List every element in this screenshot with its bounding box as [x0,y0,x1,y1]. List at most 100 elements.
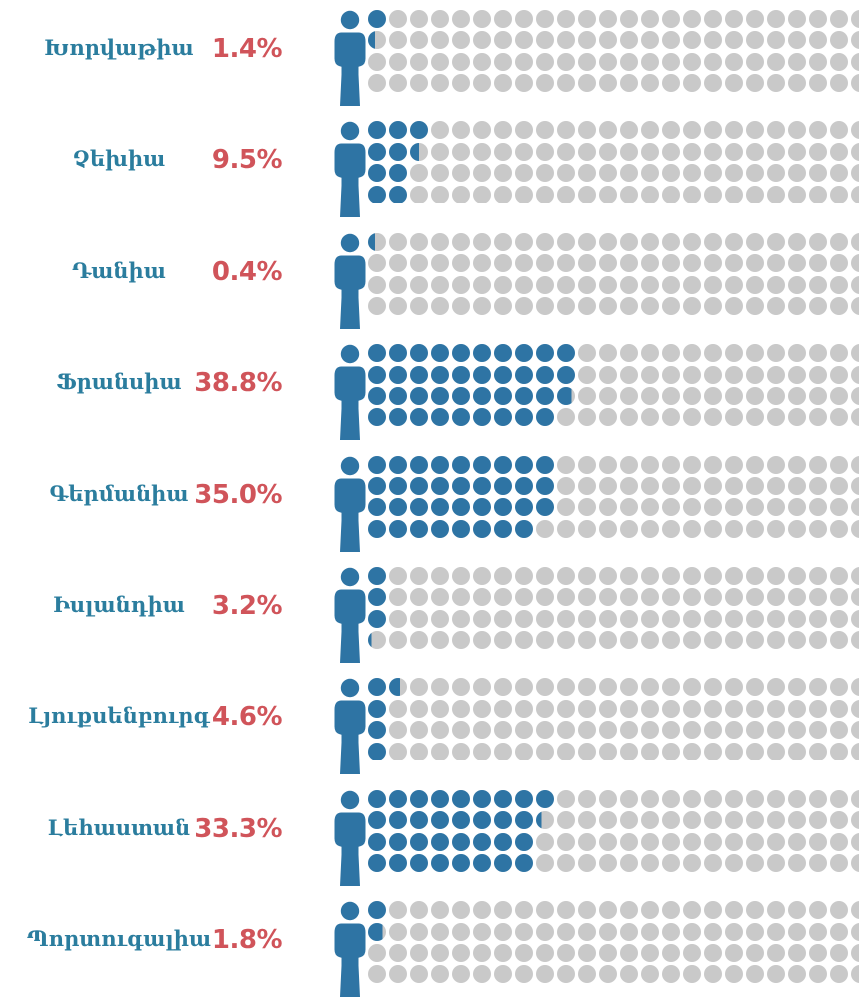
dot-empty [725,185,743,204]
dot-empty [494,965,512,984]
dot-grid-row [368,721,859,740]
dot-empty [788,254,806,273]
dot-empty [578,789,596,808]
dot-empty [746,275,764,294]
dot-empty [515,31,533,50]
dot-empty [830,74,848,92]
dot-empty [515,10,533,28]
dot-empty [641,922,659,941]
dot-empty [725,922,743,941]
dot-empty [746,232,764,251]
dot-empty [851,254,859,273]
dot-empty [746,588,764,607]
dot-empty [704,476,722,495]
dot-empty [494,232,512,251]
dot-empty [536,185,554,204]
dot-empty [389,922,407,941]
dot-grid [368,901,859,984]
dot-empty [599,567,617,585]
dot-empty [788,742,806,761]
dot-empty [410,742,428,761]
dot-empty [683,386,701,405]
dot-filled [452,811,470,830]
dot-empty [494,296,512,315]
dot-empty [662,742,680,761]
dot-filled [452,408,470,427]
dot-empty [809,275,827,294]
dot-filled [473,476,491,495]
dot-grid-row [368,455,859,474]
dot-empty [578,476,596,495]
dot-empty [704,789,722,808]
dot-empty [452,699,470,718]
dot-empty [704,344,722,363]
country-row: Պորտուգալիա 1.8% [0,901,859,1001]
dot-filled [389,365,407,384]
dot-empty [809,121,827,140]
dot-empty [494,699,512,718]
dot-empty [662,631,680,649]
dot-empty [830,185,848,204]
dot-empty [851,365,859,384]
dot-empty [788,10,806,28]
dot-empty [431,567,449,585]
dot-empty [704,943,722,962]
dot-filled [431,408,449,427]
dot-filled [389,164,407,183]
country-label: Ֆրանսիա [56,369,182,395]
dot-empty [536,121,554,140]
dot-empty [410,275,428,294]
dot-filled [494,832,512,851]
dot-empty [557,678,575,697]
dot-filled [473,344,491,363]
dot-empty [620,922,638,941]
dot-empty [725,519,743,538]
dot-empty [578,185,596,204]
dot-grid [368,678,859,761]
dot-empty [515,52,533,71]
dot-empty [410,10,428,28]
dot-empty [641,232,659,251]
dot-empty [746,142,764,161]
dot-filled [515,455,533,474]
dot-empty [620,901,638,920]
dot-empty [725,965,743,984]
dot-empty [452,296,470,315]
dot-empty [620,52,638,71]
dot-empty [851,10,859,28]
dot-empty [746,853,764,872]
country-row: Ֆրանսիա 38.8% [0,344,859,444]
dot-empty [410,254,428,273]
dot-filled [452,386,470,405]
dot-empty [830,789,848,808]
country-label: Լեհաստան [47,814,191,840]
dot-empty [809,789,827,808]
dot-empty [557,609,575,628]
dot-empty [620,853,638,872]
dot-filled [410,853,428,872]
dot-empty [683,678,701,697]
dot-grid-row [368,52,859,71]
dot-empty [410,164,428,183]
dot-empty [389,232,407,251]
dot-empty [641,74,659,92]
dot-empty [704,567,722,585]
dot-empty [389,31,407,50]
dot-empty [620,811,638,830]
dot-filled [368,832,386,851]
dot-empty [725,254,743,273]
dot-empty [410,567,428,585]
dot-filled [368,811,386,830]
dot-empty [704,832,722,851]
dot-empty [452,232,470,251]
dot-empty [746,52,764,71]
person-icon [331,344,369,442]
dot-empty [767,922,785,941]
dot-empty [599,631,617,649]
dot-empty [473,296,491,315]
dot-empty [536,609,554,628]
dot-empty [452,10,470,28]
dot-empty [641,721,659,740]
dot-empty [494,275,512,294]
dot-empty [746,609,764,628]
